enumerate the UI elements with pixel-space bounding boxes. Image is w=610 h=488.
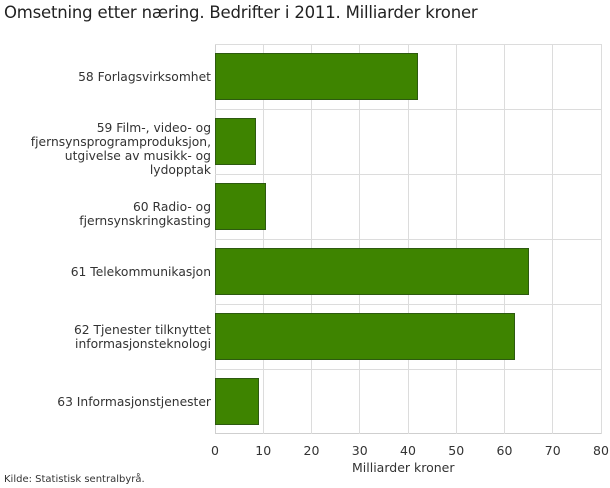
x-tick-label: 20 xyxy=(303,443,320,458)
category-label-line: 61 Telekommunikasjon xyxy=(70,264,211,279)
source-note: Kilde: Statistisk sentralbyrå. xyxy=(4,474,145,485)
bar[interactable] xyxy=(215,183,266,230)
category-label: 58 Forlagsvirksomhet xyxy=(2,70,211,84)
category-label-line: informasjonsteknologi xyxy=(75,336,211,351)
bar[interactable] xyxy=(215,53,419,100)
category-label: 63 Informasjonstjenester xyxy=(2,395,211,409)
category-label-line: 60 Radio- og fjernsynskringkasting xyxy=(79,199,211,228)
category-label-line: 58 Forlagsvirksomhet xyxy=(78,69,211,84)
x-tick-label: 40 xyxy=(400,443,416,458)
x-tick-label: 70 xyxy=(544,443,561,458)
category-label-line: utgivelse av musikk- og lydopptak xyxy=(64,148,211,177)
category-label-line: 59 Film-, video- og xyxy=(96,120,211,135)
category-label: 60 Radio- og fjernsynskringkasting xyxy=(2,200,211,228)
gridline-band xyxy=(215,174,601,175)
x-tick-label: 60 xyxy=(496,443,513,458)
x-axis-label: Milliarder kroner xyxy=(352,460,455,475)
gridline-band xyxy=(215,239,601,240)
x-tick-label: 80 xyxy=(593,443,609,458)
category-label: 62 Tjenester tilknyttet informasjonstekno… xyxy=(2,323,211,351)
bar[interactable] xyxy=(215,248,530,295)
gridline-top xyxy=(215,44,601,45)
category-label: 59 Film-, video- og fjernsynsprogramprodu… xyxy=(2,121,211,177)
x-tick-label: 10 xyxy=(255,443,272,458)
x-tick-label: 0 xyxy=(211,443,219,458)
gridline-x xyxy=(600,44,602,434)
bar[interactable] xyxy=(215,118,256,165)
plot-area xyxy=(215,44,602,434)
chart-title: Omsetning etter næring. Bedrifter i 2011… xyxy=(4,3,478,22)
gridline-band xyxy=(215,109,601,110)
gridline-band xyxy=(215,369,601,370)
category-label-line: 62 Tjenester tilknyttet xyxy=(73,322,211,337)
category-label-line: 63 Informasjonstjenester xyxy=(57,394,211,409)
gridline-band xyxy=(215,304,601,305)
bar[interactable] xyxy=(215,313,516,360)
x-tick-label: 50 xyxy=(448,443,465,458)
category-label-line: fjernsynsprogramproduksjon, xyxy=(30,134,211,149)
x-tick-label: 30 xyxy=(351,443,368,458)
category-label: 61 Telekommunikasjon xyxy=(2,265,211,279)
bar[interactable] xyxy=(215,378,260,425)
